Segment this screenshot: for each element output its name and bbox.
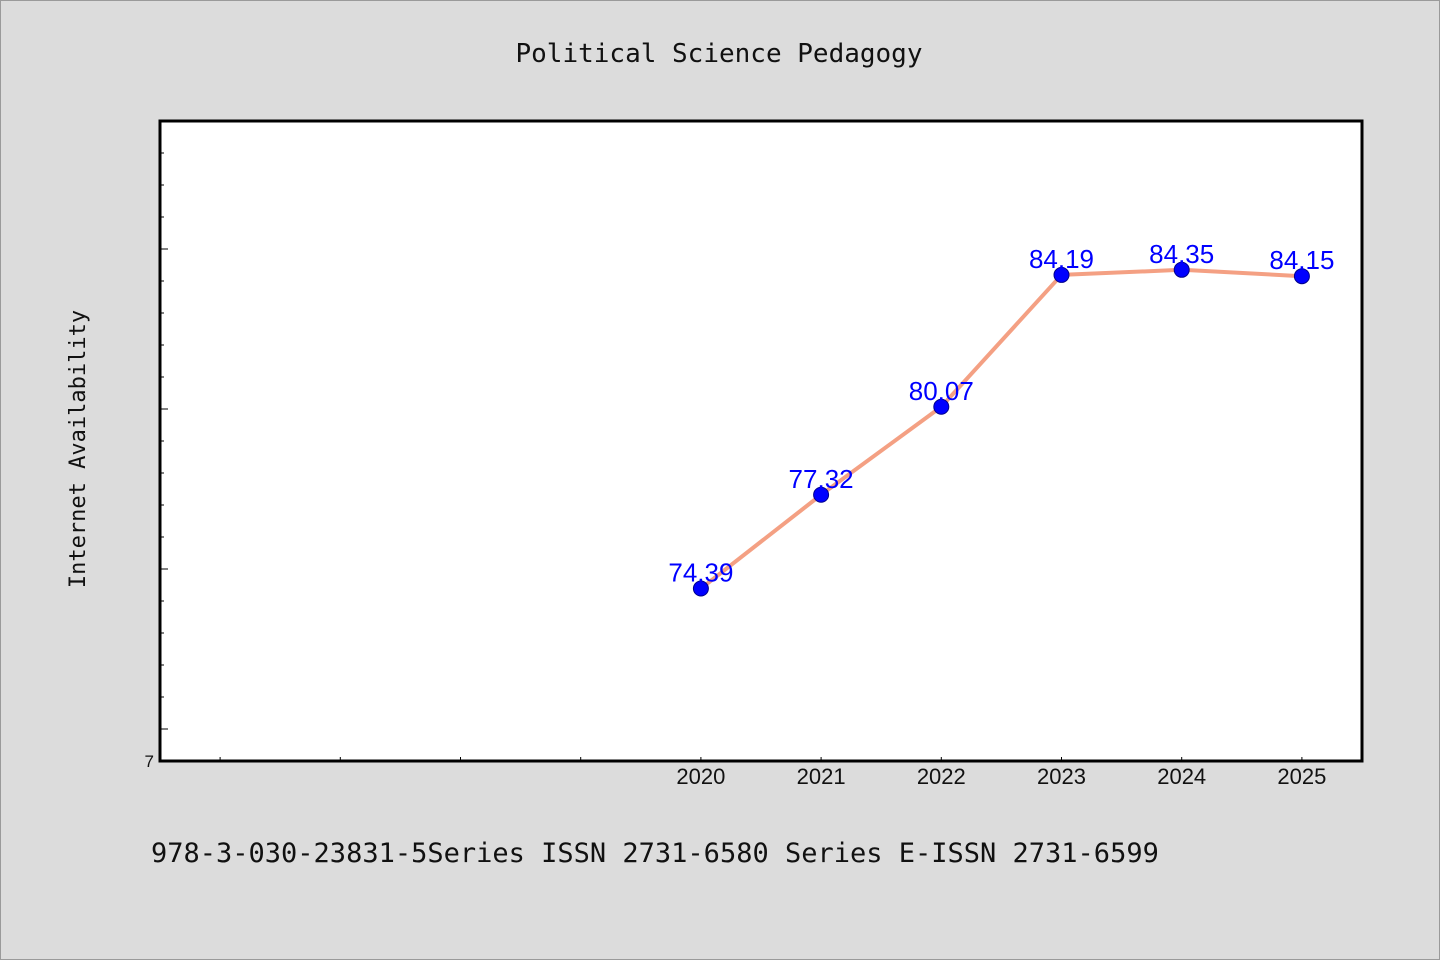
plot-frame xyxy=(158,119,1364,763)
data-point xyxy=(692,580,709,597)
x-tick-label: 2024 xyxy=(1157,764,1206,789)
footer-isbn: 978-3-030-23831-5Series ISSN 2731-6580 S… xyxy=(151,838,1159,869)
x-tick-label: 2022 xyxy=(917,764,966,789)
chart-title: Political Science Pedagogy xyxy=(516,39,923,69)
data-label: 74.39 xyxy=(668,558,733,588)
data-point xyxy=(1173,261,1190,278)
x-tick-label: 2021 xyxy=(797,764,846,789)
y-tick-label: 7 xyxy=(145,752,154,771)
data-point xyxy=(813,486,830,503)
x-axis-ticks: 2020 2021 2022 2023 2024 2025 xyxy=(219,757,1326,789)
series-layer: 74.39 77.32 80.07 84.19 84.35 84.15 xyxy=(668,239,1334,597)
data-point xyxy=(933,398,950,415)
data-point xyxy=(1053,266,1070,283)
plot-area xyxy=(160,121,1362,761)
data-point xyxy=(1293,268,1310,285)
series-line xyxy=(698,267,1304,591)
data-label: 84.35 xyxy=(1149,239,1214,269)
x-tick-label: 2025 xyxy=(1277,764,1326,789)
data-label: 84.15 xyxy=(1269,245,1334,275)
data-label: 77.32 xyxy=(789,464,854,494)
x-tick-label: 2023 xyxy=(1037,764,1086,789)
data-label: 80.07 xyxy=(909,376,974,406)
x-tick-label: 2020 xyxy=(676,764,725,789)
data-label: 84.19 xyxy=(1029,244,1094,274)
y-axis-label: Internet Availability xyxy=(66,310,91,588)
